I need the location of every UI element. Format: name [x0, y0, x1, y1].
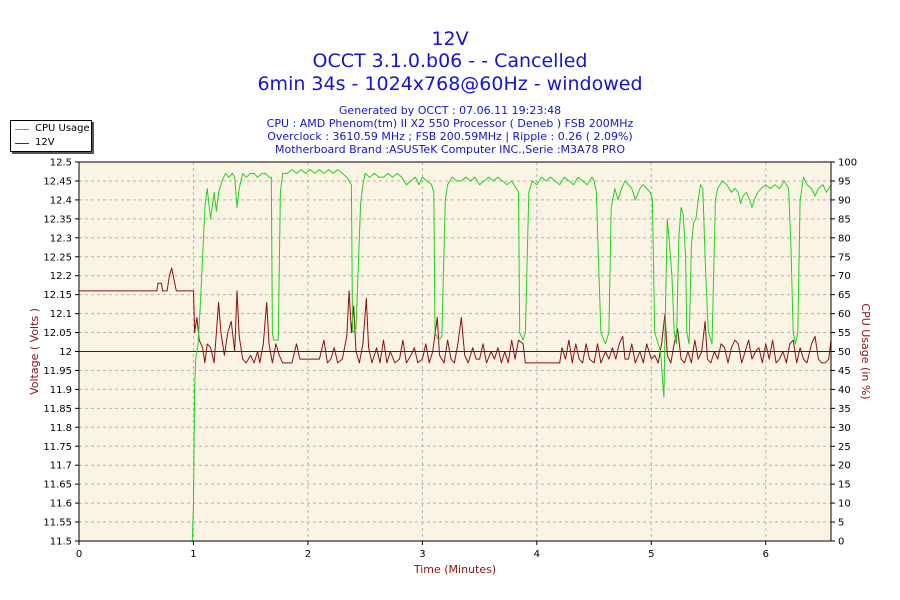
- legend-swatch-cpu-usage: [15, 128, 29, 130]
- y-right-axis-label: CPU Usage (in %): [859, 303, 872, 399]
- y-left-axis-label: Voltage ( Volts ): [28, 308, 41, 395]
- y-left-tick-label: 12.35: [43, 214, 72, 225]
- chart-subtitle-duration: 6min 34s - 1024x768@60Hz - windowed: [257, 73, 643, 95]
- x-tick-label: 5: [648, 549, 654, 560]
- y-left-tick-label: 12.1: [50, 309, 72, 320]
- x-axis-label: Time (Minutes): [413, 563, 496, 576]
- x-tick-label: 0: [76, 549, 82, 560]
- y-left-tick-label: 11.7: [50, 461, 72, 472]
- y-right-tick-label: 0: [838, 537, 844, 548]
- y-right-tick-label: 30: [838, 423, 851, 434]
- legend-label-12v: 12V: [35, 137, 55, 148]
- series-line-12v: [79, 267, 832, 364]
- y-left-tick-label: 12.3: [50, 233, 72, 244]
- y-right-tick-label: 35: [838, 404, 851, 415]
- y-right-tick-label: 15: [838, 480, 851, 491]
- y-left-tick-label: 11.95: [43, 366, 72, 377]
- y-left-tick-label: 12.45: [43, 176, 72, 187]
- x-tick-label: 6: [763, 549, 769, 560]
- legend-item-cpu-usage: CPU Usage: [15, 123, 90, 135]
- y-right-tick-label: 80: [838, 233, 851, 244]
- y-right-tick-label: 55: [838, 328, 851, 339]
- plot-border: [78, 161, 832, 542]
- info-generated: Generated by OCCT : 07.06.11 19:23:48: [338, 104, 562, 117]
- x-tick-label: 3: [419, 549, 425, 560]
- legend-swatch-12v: [15, 142, 29, 144]
- legend-item-12v: 12V: [15, 137, 55, 149]
- y-right-tick-label: 85: [838, 214, 851, 225]
- y-right-tick-label: 10: [838, 499, 851, 510]
- y-right-tick-label: 60: [838, 309, 851, 320]
- legend-label-cpu-usage: CPU Usage: [35, 123, 90, 134]
- info-cpu: CPU : AMD Phenom(tm) II X2 550 Processor…: [266, 117, 634, 130]
- y-left-tick-label: 11.85: [43, 404, 72, 415]
- y-left-tick-label: 11.6: [50, 499, 72, 510]
- series-line-cpu-usage: [191, 169, 832, 542]
- x-tick-label: 2: [305, 549, 311, 560]
- x-tick-label: 1: [190, 549, 196, 560]
- y-right-tick-label: 45: [838, 366, 851, 377]
- chart-subtitle-test: OCCT 3.1.0.b06 - - Cancelled: [312, 50, 588, 72]
- x-tick-label: 4: [534, 549, 540, 560]
- y-left-tick-label: 11.8: [50, 423, 72, 434]
- y-right-tick-label: 70: [838, 271, 851, 282]
- info-motherboard: Motherboard Brand :ASUSTeK Computer INC.…: [275, 143, 625, 156]
- info-overclock: Overclock : 3610.59 MHz ; FSB 200.59MHz …: [267, 130, 633, 143]
- y-left-tick-label: 12.15: [43, 290, 72, 301]
- y-right-tick-label: 25: [838, 442, 851, 453]
- y-left-tick-label: 12.4: [50, 195, 72, 206]
- y-right-tick-label: 50: [838, 347, 851, 358]
- legend: CPU Usage 12V: [10, 120, 92, 152]
- y-left-tick-label: 12.5: [50, 158, 72, 169]
- y-left-tick-label: 11.65: [43, 480, 72, 491]
- y-left-tick-label: 12.05: [43, 328, 72, 339]
- y-right-tick-label: 95: [838, 176, 851, 187]
- y-right-tick-label: 20: [838, 461, 851, 472]
- y-left-tick-label: 11.75: [43, 442, 72, 453]
- chart-title: 12V: [431, 28, 469, 50]
- y-left-tick-label: 11.9: [50, 385, 72, 396]
- y-left-tick-label: 12.25: [43, 252, 72, 263]
- y-right-tick-label: 100: [838, 158, 857, 169]
- y-right-tick-label: 75: [838, 252, 851, 263]
- y-left-tick-label: 12: [59, 347, 72, 358]
- y-right-tick-label: 90: [838, 195, 851, 206]
- y-right-tick-label: 40: [838, 385, 851, 396]
- y-left-tick-label: 11.5: [50, 537, 72, 548]
- y-right-tick-label: 5: [838, 518, 844, 529]
- y-left-tick-label: 11.55: [43, 518, 72, 529]
- y-right-tick-label: 65: [838, 290, 851, 301]
- y-left-tick-label: 12.2: [50, 271, 72, 282]
